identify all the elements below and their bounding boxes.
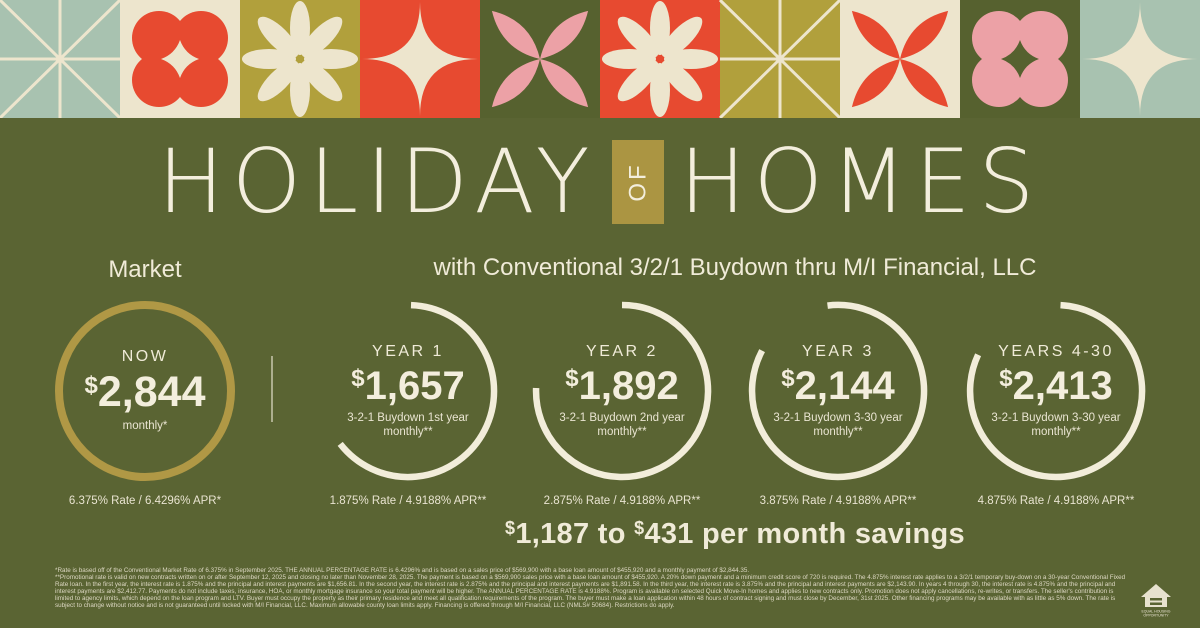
- cream-ring-arc: [337, 301, 498, 481]
- page-title: HOLIDAY OF HOMES: [0, 138, 1200, 226]
- cream-ring-arc: [966, 301, 1146, 481]
- monthly-payment: $2,144: [781, 363, 895, 408]
- rate-apr-label: 4.875% Rate / 4.9188% APR**: [977, 495, 1135, 507]
- card-subtext: monthly*: [122, 420, 168, 433]
- program-subtitle: with Conventional 3/2/1 Buydown thru M/I…: [433, 254, 1037, 281]
- payment-card-year-2: YEAR 2 $1,892 3-2-1 Buydown 2nd year mont…: [507, 296, 737, 507]
- monthly-payment: $2,844: [84, 368, 206, 417]
- disclaimer-rate-note: *Rate is based off of the Conventional M…: [55, 567, 750, 574]
- tile-pinwheel-1: [480, 0, 600, 118]
- tile-daisy-2: [600, 0, 720, 118]
- disclaimer-promo-note: **Promotional rate is valid on new contr…: [55, 574, 1126, 610]
- savings-statement: $1,187 to $431 per month savings: [505, 518, 965, 550]
- rate-apr-label: 1.875% Rate / 4.9188% APR**: [329, 495, 487, 507]
- card-subtext: 3-2-1 Buydown 1st year monthly**: [347, 411, 469, 438]
- card-subtext: 3-2-1 Buydown 3-30 year monthly**: [991, 411, 1121, 438]
- eho-text-line1: EQUAL HOUSING: [1141, 610, 1170, 614]
- card-label: YEAR 3: [802, 342, 874, 360]
- payment-card-year-1: YEAR 1 $1,657 3-2-1 Buydown 1st year mont…: [293, 296, 523, 507]
- card-label: YEARS 4-30: [998, 342, 1114, 360]
- title-of-text: OF: [624, 162, 652, 202]
- title-word-homes: HOMES: [679, 130, 1043, 233]
- cream-ring-arc: [748, 301, 928, 481]
- payment-card-year-3: YEAR 3 $2,144 3-2-1 Buydown 3-30 year mon…: [723, 296, 953, 507]
- tile-clover-2: [960, 0, 1080, 118]
- decorative-tile-banner: [0, 0, 1200, 118]
- tile-daisy-1: [240, 0, 360, 118]
- market-label: Market: [108, 256, 182, 283]
- vertical-divider: [271, 356, 273, 422]
- rate-apr-label: 6.375% Rate / 6.4296% APR*: [68, 495, 222, 507]
- tile-curved-diamond-2: [1080, 0, 1200, 118]
- monthly-payment: $2,413: [999, 363, 1113, 408]
- monthly-payment: $1,892: [565, 363, 679, 408]
- card-subtext: 3-2-1 Buydown 2nd year monthly**: [559, 411, 685, 438]
- dollar-sign: $: [84, 372, 98, 400]
- monthly-payment: $1,657: [351, 363, 465, 408]
- card-label: YEAR 1: [372, 342, 444, 360]
- dollar-sign: $: [351, 364, 365, 392]
- tile-starburst-2: [718, 0, 842, 118]
- rate-apr-label: 3.875% Rate / 4.9188% APR**: [759, 495, 917, 507]
- dollar-sign: $: [505, 518, 516, 538]
- tile-starburst-1: [0, 0, 122, 118]
- tile-clover-1: [120, 0, 240, 118]
- card-subtext: 3-2-1 Buydown 3-30 year monthly**: [773, 411, 903, 438]
- dollar-sign: $: [565, 364, 579, 392]
- card-label: NOW: [121, 348, 169, 366]
- dollar-sign: $: [781, 364, 795, 392]
- tile-pinwheel-2: [840, 0, 960, 118]
- title-word-holiday: HOLIDAY: [157, 130, 598, 233]
- equal-housing-opportunity-icon: EQUAL HOUSING OPPORTUNITY: [1141, 584, 1171, 618]
- tile-curved-diamond-1: [360, 0, 480, 118]
- title-of-badge: OF: [612, 140, 665, 224]
- eho-text-line2: OPPORTUNITY: [1143, 614, 1169, 618]
- rate-apr-label: 2.875% Rate / 4.9188% APR**: [543, 495, 701, 507]
- cream-ring-arc: [532, 301, 712, 481]
- legal-disclaimer: *Rate is based off of the Conventional M…: [55, 567, 1133, 610]
- dollar-sign: $: [634, 518, 645, 538]
- payment-card-years-4-30: YEARS 4-30 $2,413 3-2-1 Buydown 3-30 yea…: [941, 296, 1171, 507]
- payment-card-now: NOW $2,844 monthly* 6.375% Rate / 6.4296…: [30, 296, 260, 507]
- gold-ring-full: [55, 301, 235, 481]
- dollar-sign: $: [999, 364, 1013, 392]
- card-label: YEAR 2: [586, 342, 658, 360]
